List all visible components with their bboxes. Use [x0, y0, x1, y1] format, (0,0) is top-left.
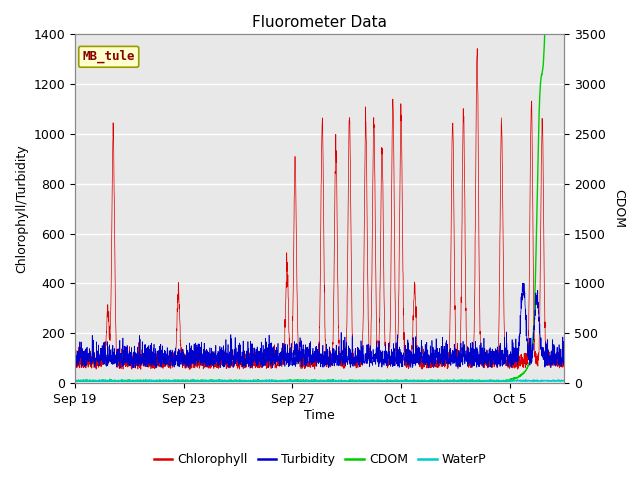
Legend: Chlorophyll, Turbidity, CDOM, WaterP: Chlorophyll, Turbidity, CDOM, WaterP	[148, 448, 492, 471]
X-axis label: Time: Time	[304, 409, 335, 422]
Text: MB_tule: MB_tule	[83, 50, 135, 63]
Title: Fluorometer Data: Fluorometer Data	[252, 15, 387, 30]
Y-axis label: Chlorophyll/Turbidity: Chlorophyll/Turbidity	[15, 144, 28, 273]
Y-axis label: CDOM: CDOM	[612, 189, 625, 228]
